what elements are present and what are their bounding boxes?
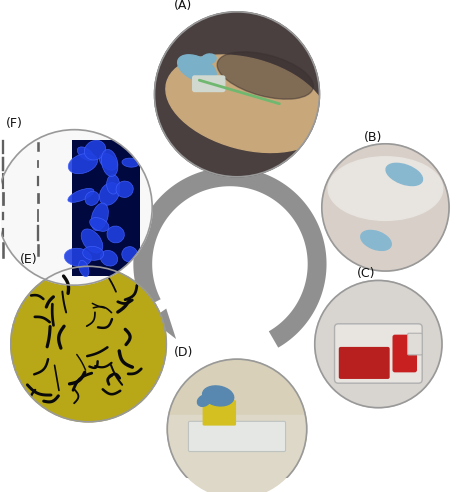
Ellipse shape	[91, 203, 109, 231]
Text: (E): (E)	[20, 253, 38, 266]
Ellipse shape	[166, 55, 327, 153]
Ellipse shape	[81, 229, 103, 253]
Ellipse shape	[85, 191, 99, 205]
FancyBboxPatch shape	[448, 440, 474, 492]
Ellipse shape	[198, 395, 210, 406]
Circle shape	[315, 280, 442, 408]
FancyBboxPatch shape	[167, 415, 307, 492]
Circle shape	[155, 12, 319, 177]
Polygon shape	[133, 167, 327, 348]
Ellipse shape	[100, 183, 119, 205]
Text: (D): (D)	[173, 346, 193, 359]
FancyBboxPatch shape	[335, 324, 422, 383]
FancyBboxPatch shape	[339, 347, 390, 379]
Ellipse shape	[77, 147, 94, 160]
Ellipse shape	[90, 217, 109, 231]
Ellipse shape	[84, 140, 106, 160]
FancyBboxPatch shape	[392, 335, 417, 372]
Text: (F): (F)	[6, 117, 23, 130]
Circle shape	[0, 130, 152, 285]
Ellipse shape	[82, 246, 104, 260]
Text: (C): (C)	[357, 268, 376, 280]
FancyBboxPatch shape	[189, 421, 285, 452]
Ellipse shape	[100, 154, 118, 170]
Ellipse shape	[386, 163, 422, 185]
Circle shape	[322, 144, 449, 271]
FancyBboxPatch shape	[72, 140, 140, 276]
Ellipse shape	[122, 158, 139, 167]
Text: (A): (A)	[173, 0, 191, 12]
Ellipse shape	[217, 52, 313, 99]
Polygon shape	[151, 308, 176, 339]
Ellipse shape	[116, 181, 133, 197]
Ellipse shape	[100, 250, 118, 266]
Circle shape	[167, 359, 307, 492]
Ellipse shape	[361, 230, 391, 250]
Ellipse shape	[328, 157, 443, 220]
Ellipse shape	[107, 226, 124, 243]
Ellipse shape	[122, 246, 137, 262]
Ellipse shape	[107, 175, 119, 194]
Text: (B): (B)	[364, 131, 383, 144]
Ellipse shape	[68, 154, 98, 174]
Circle shape	[11, 266, 166, 422]
Ellipse shape	[178, 55, 216, 82]
Ellipse shape	[101, 150, 118, 177]
Ellipse shape	[202, 386, 234, 406]
FancyBboxPatch shape	[202, 400, 236, 426]
FancyBboxPatch shape	[193, 76, 225, 92]
Ellipse shape	[79, 260, 89, 277]
Ellipse shape	[68, 188, 94, 202]
FancyBboxPatch shape	[408, 333, 422, 355]
Ellipse shape	[201, 54, 216, 64]
Ellipse shape	[64, 248, 91, 266]
